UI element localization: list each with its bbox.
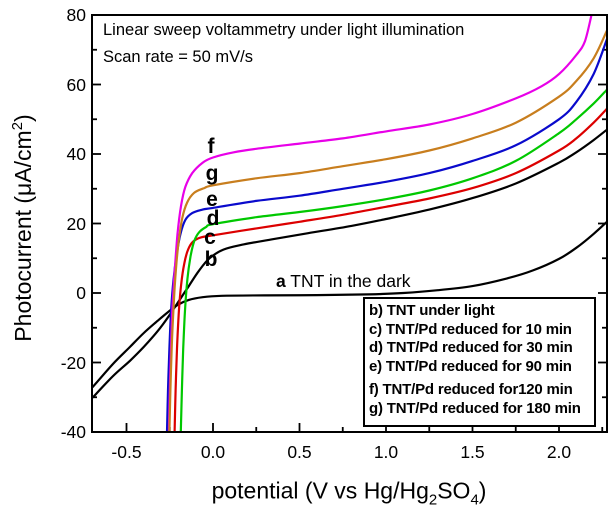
curve-label-b: b <box>204 248 218 271</box>
x-tick-label: -0.5 <box>111 442 142 462</box>
curve-label-f: f <box>207 135 215 158</box>
curve-d <box>179 88 607 432</box>
y-tick-label: -20 <box>60 352 86 373</box>
curve-f <box>167 15 593 432</box>
legend-item: e) TNT/Pd reduced for 90 min <box>369 357 572 375</box>
y-tick-label: -40 <box>60 422 86 442</box>
dark-curve-annotation-letter: a <box>276 271 286 291</box>
curve-label-c: c <box>204 226 216 249</box>
curve-label-e: e <box>206 188 218 211</box>
curve-b <box>92 128 607 399</box>
curve-c <box>173 107 607 432</box>
y-tick-label: 80 <box>66 5 86 25</box>
legend-item: c) TNT/Pd reduced for 10 min <box>369 320 572 338</box>
x-axis-title: potential (V vs Hg/Hg2SO4) <box>211 477 487 509</box>
legend-item: b) TNT under light <box>369 302 495 319</box>
x-tick-label: 2.0 <box>546 442 572 462</box>
x-tick-label: 0.0 <box>200 442 226 462</box>
legend-item: g) TNT/Pd reduced for 180 min <box>369 399 581 417</box>
y-tick-label: 60 <box>66 74 86 95</box>
curve-label-g: g <box>205 162 219 185</box>
dark-curve-annotation-text: TNT in the dark <box>285 271 411 291</box>
x-tick-label: 1.0 <box>373 442 399 462</box>
legend-item: f) TNT/Pd reduced for120 min <box>369 381 573 399</box>
legend-box: b) TNT under light c) TNT/Pd reduced for … <box>363 297 596 427</box>
curve-g <box>168 29 607 432</box>
y-tick-label: 20 <box>66 213 86 234</box>
dark-curve-annotation: a TNT in the dark <box>276 271 411 292</box>
chart-title: Linear sweep voltammetry under light ill… <box>103 21 465 39</box>
x-tick-label: 0.5 <box>287 442 312 462</box>
y-tick-label: 40 <box>66 144 86 164</box>
y-tick-label: 0 <box>76 283 86 303</box>
legend-item: d) TNT/Pd reduced for 30 min <box>369 339 573 357</box>
x-tick-label: 1.5 <box>460 442 485 462</box>
chart-title-block: Linear sweep voltammetry under light ill… <box>103 17 464 71</box>
curve-label-d: d <box>206 207 220 230</box>
chart-subtitle: Scan rate = 50 mV/s <box>103 48 253 66</box>
curve-a <box>92 220 607 388</box>
plot-border <box>91 14 608 433</box>
